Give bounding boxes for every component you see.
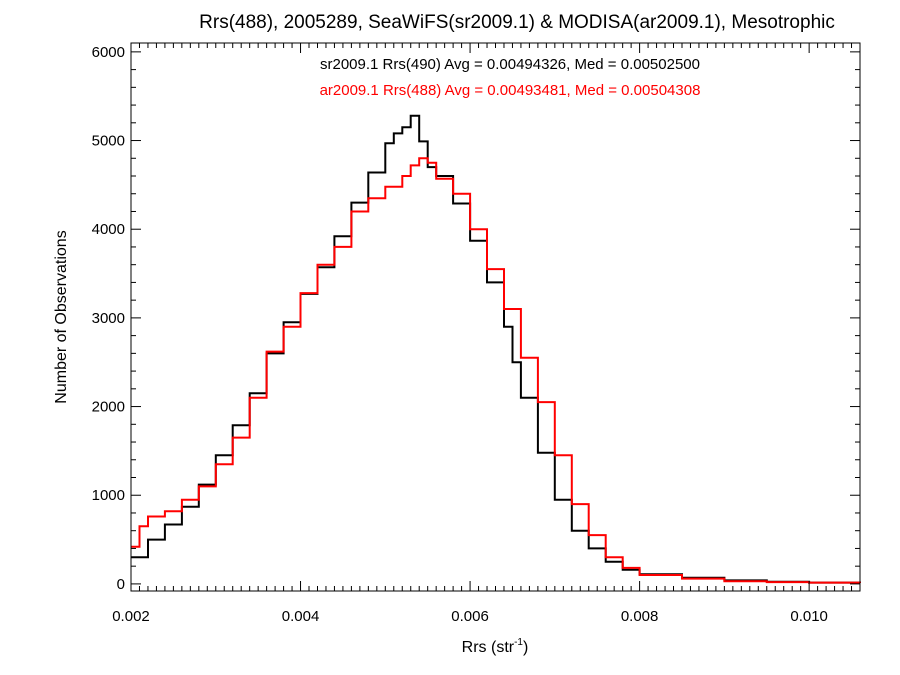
y-tick-label: 0 [117, 576, 125, 593]
annotation-series-1: sr2009.1 Rrs(490) Avg = 0.00494326, Med … [320, 56, 700, 73]
y-tick-label: 1000 [92, 487, 125, 504]
annotation-series-2: ar2009.1 Rrs(488) Avg = 0.00493481, Med … [320, 82, 701, 99]
x-axis-label-end: ) [523, 639, 528, 656]
chart-title: Rrs(488), 2005289, SeaWiFS(sr2009.1) & M… [199, 12, 835, 33]
series-line-2 [131, 157, 861, 584]
x-tick-label: 0.010 [790, 608, 828, 625]
plot-lines [131, 114, 861, 584]
x-tick-label: 0.002 [112, 608, 150, 625]
x-axis-ticks: 0.002 0.004 0.006 0.008 0.010 [112, 43, 861, 625]
x-tick-label: 0.008 [621, 608, 659, 625]
y-tick-label: 3000 [92, 310, 125, 327]
y-tick-label: 6000 [92, 44, 125, 61]
x-tick-label: 0.004 [282, 608, 320, 625]
x-axis-label-superscript: -1 [514, 637, 523, 648]
x-tick-label: 0.006 [451, 608, 489, 625]
y-tick-label: 4000 [92, 221, 125, 238]
y-axis-ticks: 0 1000 2000 3000 4000 5000 6000 [92, 44, 860, 593]
series-line-1 [131, 114, 861, 584]
y-tick-label: 2000 [92, 399, 125, 416]
y-tick-label: 5000 [92, 133, 125, 150]
y-axis-label: Number of Observations [53, 230, 70, 403]
x-axis-label: Rrs (str-1) [462, 637, 529, 656]
plot-frame [130, 42, 861, 592]
x-axis-label-main: Rrs (str [462, 639, 515, 656]
